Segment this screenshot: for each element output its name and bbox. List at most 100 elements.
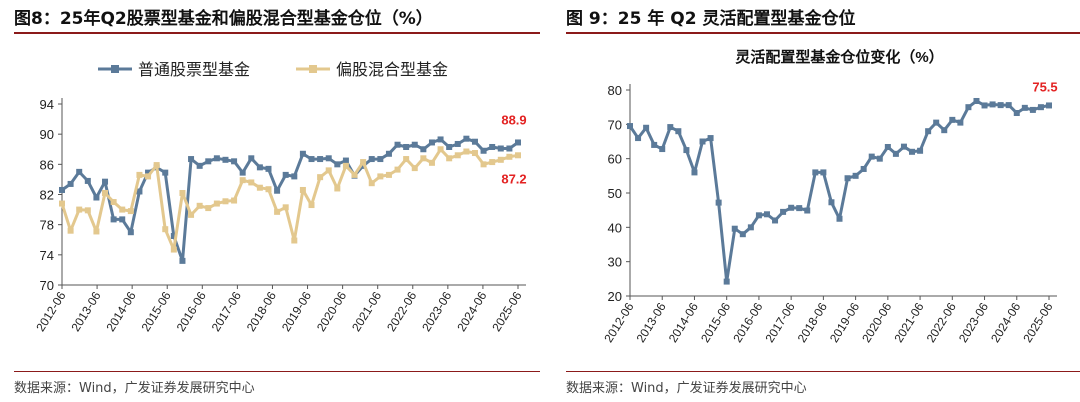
series-point-1 (196, 202, 203, 209)
series-point-0 (973, 97, 980, 104)
series-point-1 (59, 200, 65, 207)
series-point-0 (884, 143, 891, 150)
x-tick-label: 2020-06 (314, 289, 349, 334)
legend-swatch-marker-1 (309, 65, 317, 73)
series-point-1 (282, 204, 289, 211)
series-point-1 (127, 208, 134, 215)
y-tick-label: 90 (40, 127, 54, 142)
series-point-0 (222, 156, 229, 163)
series-point-0 (667, 124, 674, 131)
y-tick-label: 78 (40, 218, 54, 233)
series-point-0 (747, 224, 754, 231)
x-tick-label: 2024-06 (454, 289, 489, 334)
series-point-1 (317, 174, 324, 181)
series-point-1 (76, 206, 83, 213)
figure-9-source-divider (566, 371, 1080, 372)
series-point-1 (506, 153, 513, 160)
figure-8-title: 图8：25年Q2股票型基金和偏股混合型基金仓位（%） (14, 9, 433, 29)
series-point-0 (949, 116, 956, 123)
legend-label-1: 偏股混合型基金 (336, 61, 448, 79)
series-point-0 (420, 146, 427, 153)
series-point-1 (471, 150, 478, 157)
y-tick-label: 30 (608, 255, 622, 270)
series-point-1 (119, 206, 126, 213)
x-tick-label: 2023-06 (956, 300, 991, 345)
series-point-0 (739, 231, 746, 238)
series-point-0 (489, 143, 496, 150)
series-point-1 (213, 200, 220, 207)
x-tick-label: 2023-06 (419, 289, 454, 334)
series-point-1 (265, 186, 272, 193)
y-tick-label: 40 (608, 220, 622, 235)
series-point-0 (836, 215, 843, 222)
series-point-1 (454, 152, 461, 159)
series-point-1 (188, 211, 195, 218)
series-point-1 (428, 159, 435, 166)
series-point-1 (497, 156, 504, 163)
x-tick-label: 2012-06 (33, 289, 68, 334)
series-point-1 (84, 207, 91, 214)
series-point-0 (136, 188, 143, 195)
series-point-0 (179, 257, 186, 264)
series-point-0 (691, 169, 698, 176)
series-point-0 (900, 143, 907, 150)
series-point-0 (941, 127, 948, 134)
figure-8-source: 数据来源：Wind，广发证券发展研究中心 (14, 381, 255, 396)
figure-9-title-bar: 图 9：25 年 Q2 灵活配置型基金仓位 (566, 0, 1080, 34)
series-end-label-1: 87.2 (501, 171, 526, 186)
series-point-0 (446, 143, 453, 150)
series-point-0 (981, 102, 988, 109)
series-point-1 (145, 173, 152, 180)
series-point-0 (196, 162, 203, 169)
series-point-0 (506, 145, 513, 152)
series-point-1 (67, 227, 74, 234)
series-point-0 (876, 155, 883, 162)
x-tick-label: 2025-06 (489, 289, 524, 334)
series-point-0 (127, 229, 134, 236)
series-point-1 (480, 161, 487, 168)
series-point-1 (342, 162, 349, 169)
y-tick-label: 70 (608, 117, 622, 132)
figure-8-chart: 70 74 78 82 86 90 94 2012-06 2013-06 2014-06 2015-… (33, 61, 526, 334)
series-point-0 (325, 155, 332, 162)
x-tick-label: 2022-06 (384, 289, 419, 334)
x-tick-label: 2017-06 (762, 300, 797, 345)
x-tick-label: 2019-06 (279, 289, 314, 334)
x-tick-label: 2016-06 (174, 289, 209, 334)
x-tick-label: 2020-06 (859, 300, 894, 345)
series-point-0 (635, 135, 642, 142)
series-point-0 (256, 164, 263, 171)
series-point-1 (102, 189, 109, 196)
series-point-0 (868, 153, 875, 160)
x-tick-label: 2015-06 (698, 300, 733, 345)
figure-9-source: 数据来源：Wind，广发证券发展研究中心 (566, 381, 807, 396)
series-point-1 (489, 159, 496, 166)
series-line-0 (628, 99, 1050, 284)
x-tick-label: 2014-06 (103, 289, 138, 334)
series-point-0 (957, 119, 964, 126)
series-point-0 (403, 143, 410, 150)
series-point-1 (110, 199, 117, 206)
chart-title: 灵活配置型基金仓位变化（%） (735, 48, 943, 66)
x-tick-label: 2015-06 (139, 289, 174, 334)
series-point-1 (170, 246, 177, 253)
series-point-0 (860, 165, 867, 172)
series-point-0 (933, 119, 940, 126)
series-point-1 (351, 171, 358, 178)
series-point-0 (723, 278, 730, 285)
y-tick-label: 82 (40, 188, 54, 203)
series-point-0 (707, 135, 714, 142)
x-tick-label: 2019-06 (827, 300, 862, 345)
series-point-0 (755, 212, 762, 219)
series-point-0 (925, 128, 932, 135)
series-point-1 (239, 177, 246, 184)
series-point-0 (93, 194, 100, 201)
series-point-1 (437, 146, 444, 153)
series-point-0 (1021, 104, 1028, 111)
series-point-1 (231, 197, 238, 204)
x-tick-label: 2016-06 (730, 300, 765, 345)
series-point-0 (651, 141, 658, 148)
series-point-1 (256, 184, 263, 191)
series-point-1 (411, 165, 418, 172)
